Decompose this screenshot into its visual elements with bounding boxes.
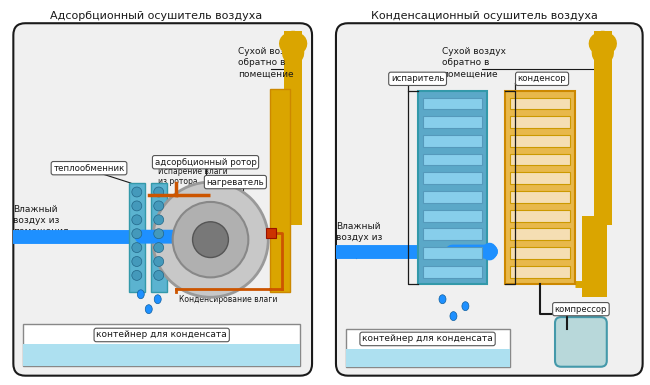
Bar bbox=[266, 228, 276, 238]
Circle shape bbox=[132, 229, 142, 239]
Text: Адсорбционный осушитель воздуха: Адсорбционный осушитель воздуха bbox=[49, 11, 262, 21]
Ellipse shape bbox=[145, 305, 152, 314]
Bar bbox=[422, 172, 482, 184]
Bar bbox=[23, 324, 300, 366]
Circle shape bbox=[154, 187, 164, 197]
Text: Влажный
воздух из
помещения: Влажный воздух из помещения bbox=[14, 205, 69, 236]
Circle shape bbox=[132, 243, 142, 253]
Bar bbox=[510, 209, 570, 221]
Bar bbox=[422, 135, 482, 147]
Bar bbox=[129, 183, 145, 292]
Bar bbox=[417, 91, 488, 285]
Text: конденсор: конденсор bbox=[517, 74, 566, 83]
Circle shape bbox=[132, 187, 142, 197]
Bar bbox=[284, 31, 302, 225]
Text: нагреватель: нагреватель bbox=[207, 177, 265, 187]
FancyBboxPatch shape bbox=[14, 23, 312, 376]
Bar bbox=[510, 116, 570, 128]
Bar bbox=[23, 344, 300, 366]
Circle shape bbox=[154, 215, 164, 225]
Bar bbox=[510, 266, 570, 278]
Circle shape bbox=[132, 256, 142, 266]
Bar bbox=[510, 135, 570, 147]
Circle shape bbox=[132, 270, 142, 280]
Circle shape bbox=[153, 182, 268, 297]
Circle shape bbox=[154, 270, 164, 280]
Text: Испарение влаги
из ротора: Испарение влаги из ротора bbox=[158, 167, 227, 186]
Bar bbox=[422, 97, 482, 109]
Bar bbox=[510, 247, 570, 259]
Text: Конденсационный осушитель воздуха: Конденсационный осушитель воздуха bbox=[371, 11, 598, 21]
Bar bbox=[510, 191, 570, 203]
Circle shape bbox=[132, 201, 142, 211]
Bar bbox=[346, 329, 510, 367]
Bar bbox=[510, 172, 570, 184]
Bar bbox=[510, 228, 570, 240]
Ellipse shape bbox=[462, 302, 469, 311]
Bar bbox=[422, 116, 482, 128]
Text: контейнер для конденсата: контейнер для конденсата bbox=[362, 335, 493, 343]
Bar bbox=[422, 266, 482, 278]
Circle shape bbox=[154, 243, 164, 253]
Text: адсорбционный ротор: адсорбционный ротор bbox=[155, 158, 257, 167]
Ellipse shape bbox=[450, 311, 457, 321]
Bar bbox=[422, 209, 482, 221]
Bar bbox=[422, 228, 482, 240]
Bar bbox=[594, 31, 612, 225]
Bar bbox=[422, 191, 482, 203]
Ellipse shape bbox=[439, 295, 446, 304]
Circle shape bbox=[154, 229, 164, 239]
Circle shape bbox=[173, 202, 248, 277]
Bar bbox=[151, 183, 166, 292]
Circle shape bbox=[154, 201, 164, 211]
Circle shape bbox=[192, 222, 228, 258]
FancyBboxPatch shape bbox=[336, 23, 643, 376]
Bar bbox=[346, 349, 510, 367]
Text: компрессор: компрессор bbox=[554, 305, 607, 314]
FancyBboxPatch shape bbox=[555, 317, 607, 367]
Text: Влажный
воздух из
помещения: Влажный воздух из помещения bbox=[336, 222, 391, 253]
Text: Конденсирование влаги: Конденсирование влаги bbox=[179, 295, 277, 304]
Bar bbox=[505, 91, 575, 285]
Bar bbox=[510, 154, 570, 166]
Text: испаритель: испаритель bbox=[391, 74, 445, 83]
Bar bbox=[270, 89, 290, 292]
Circle shape bbox=[132, 215, 142, 225]
Bar bbox=[422, 154, 482, 166]
Text: Сухой воздух
обратно в
помещение: Сухой воздух обратно в помещение bbox=[239, 47, 302, 79]
Circle shape bbox=[154, 256, 164, 266]
Bar bbox=[422, 247, 482, 259]
Text: теплообменник: теплообменник bbox=[53, 164, 125, 173]
Ellipse shape bbox=[154, 295, 161, 304]
Text: Сухой воздух
обратно в
помещение: Сухой воздух обратно в помещение bbox=[443, 47, 506, 79]
Ellipse shape bbox=[137, 290, 144, 299]
Bar bbox=[510, 97, 570, 109]
Text: контейнер для конденсата: контейнер для конденсата bbox=[96, 330, 227, 340]
